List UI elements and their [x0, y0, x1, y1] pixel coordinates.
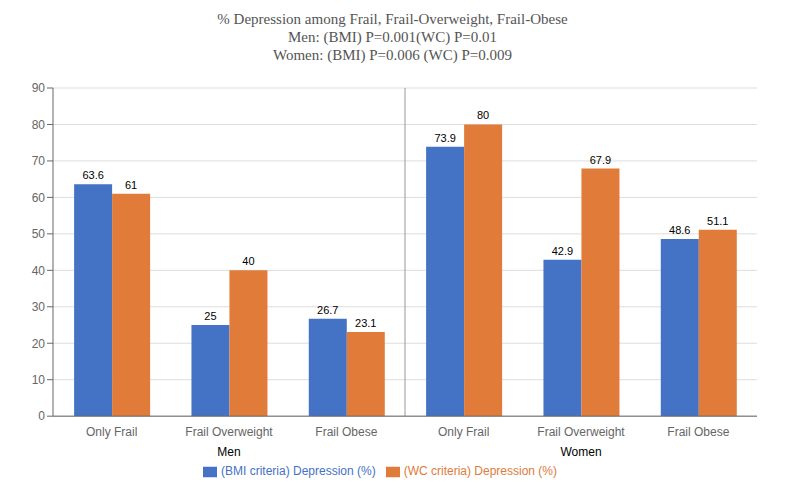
svg-text:Only Frail: Only Frail [86, 425, 137, 439]
svg-text:70: 70 [32, 154, 46, 168]
svg-text:Frail Overweight: Frail Overweight [185, 425, 273, 439]
svg-text:40: 40 [32, 264, 46, 278]
html-text:% Depression among Frail, Frai: % Depression among Frail, Frail-Overweig… [217, 11, 568, 27]
svg-text:Frail Overweight: Frail Overweight [537, 425, 625, 439]
svg-text:48.6: 48.6 [669, 224, 690, 236]
svg-text:42.9: 42.9 [552, 245, 573, 257]
svg-text:10: 10 [32, 373, 46, 387]
svg-text:90: 90 [32, 81, 46, 95]
svg-text:80: 80 [477, 109, 489, 121]
svg-text:0: 0 [38, 409, 45, 423]
svg-text:Men: Men [217, 445, 240, 459]
svg-text:30: 30 [32, 300, 46, 314]
html-text:(BMI criteria) Depression (%): (BMI criteria) Depression (%) [221, 464, 376, 479]
svg-text:51.1: 51.1 [707, 215, 728, 227]
svg-text:73.9: 73.9 [434, 132, 455, 144]
svg-text:80: 80 [32, 118, 46, 132]
svg-text:61: 61 [125, 179, 137, 191]
svg-text:63.6: 63.6 [82, 169, 103, 181]
html-text:(WC criteria) Depression (%): (WC criteria) Depression (%) [403, 464, 557, 479]
svg-text:23.1: 23.1 [355, 317, 376, 329]
html-text:Women: (BMI) P=0.006 (WC) P=0.: Women: (BMI) P=0.006 (WC) P=0.009 [273, 47, 512, 63]
svg-text:Frail Obese: Frail Obese [667, 425, 729, 439]
svg-text:60: 60 [32, 191, 46, 205]
svg-text:67.9: 67.9 [590, 154, 611, 166]
svg-text:20: 20 [32, 337, 46, 351]
svg-text:Only Frail: Only Frail [438, 425, 489, 439]
svg-text:Frail Obese: Frail Obese [315, 425, 377, 439]
svg-text:50: 50 [32, 227, 46, 241]
svg-text:40: 40 [242, 255, 254, 267]
svg-text:25: 25 [204, 310, 216, 322]
html-text:Men: (BMI) P=0.001(WC) P=0.01: Men: (BMI) P=0.001(WC) P=0.01 [288, 29, 497, 45]
svg-text:26.7: 26.7 [317, 304, 338, 316]
svg-text:Women: Women [560, 445, 601, 459]
